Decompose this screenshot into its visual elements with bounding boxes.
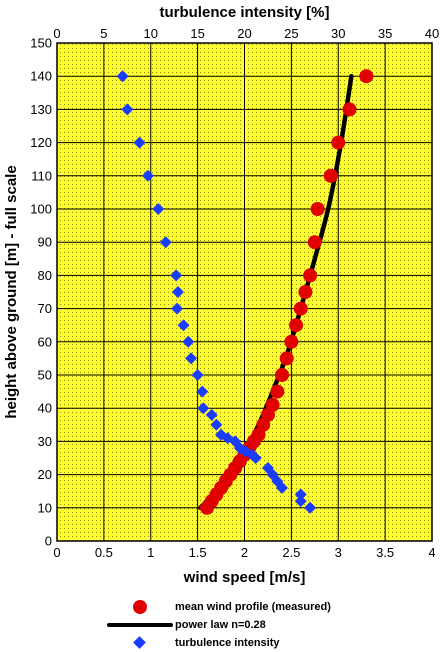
y-tick-label: 130 — [30, 102, 52, 117]
y-tick-label: 10 — [38, 500, 52, 515]
mean-wind-point — [275, 368, 289, 382]
top-tick-label: 20 — [237, 26, 251, 41]
turbulence-point — [121, 103, 134, 116]
turbulence-point — [210, 418, 223, 431]
turbulence-point — [182, 335, 195, 348]
x-tick-label: 4 — [428, 545, 435, 560]
y-tick-label: 90 — [38, 235, 52, 250]
mean-wind-point — [342, 102, 357, 117]
x-tick-label: 3.5 — [376, 545, 394, 560]
legend-item-mean-wind: mean wind profile (measured) — [125, 598, 425, 616]
turbulence-point — [133, 136, 146, 149]
top-tick-label: 30 — [331, 26, 345, 41]
top-tick-label: 25 — [284, 26, 298, 41]
mean-wind-point — [265, 397, 280, 412]
turbulence-point — [294, 488, 307, 501]
y-tick-label: 150 — [30, 36, 52, 51]
plot-frame — [56, 42, 433, 542]
y-tick-label: 0 — [45, 534, 52, 549]
mean-wind-point — [323, 168, 338, 183]
x-axis-title: wind speed [m/s] — [183, 569, 306, 586]
mean-wind-point — [303, 268, 318, 283]
turbulence-point — [159, 236, 172, 249]
top-tick-label: 15 — [190, 26, 204, 41]
turbulence-point — [171, 302, 183, 315]
mean-wind-point — [289, 318, 304, 333]
x-tick-label: 1.5 — [189, 545, 207, 560]
turbulence-point — [191, 369, 204, 381]
tick-labels: 0 0.5 1 1.5 2 2.5 3 3.5 40 5 10 15 20 25 30 35 400102030… — [30, 26, 439, 560]
top-tick-label: 40 — [425, 26, 439, 41]
turbulence-point — [116, 70, 129, 83]
y-tick-label: 40 — [38, 401, 52, 416]
legend-item-turbulence: turbulence intensity — [125, 634, 425, 652]
black-line-icon — [107, 616, 175, 634]
mean-wind-point — [331, 135, 346, 150]
y-tick-label: 30 — [38, 434, 52, 449]
turbulence-point — [152, 203, 165, 215]
turbulence-point — [294, 495, 307, 508]
turbulence-point — [197, 402, 210, 415]
turbulence-points-layer — [116, 70, 317, 514]
turbulence-point — [205, 408, 218, 421]
turbulence-point — [249, 452, 262, 464]
legend: mean wind profile (measured) power law n… — [107, 598, 425, 652]
y-tick-label: 70 — [38, 301, 52, 316]
y-tick-label: 50 — [38, 368, 52, 383]
turbulence-point — [171, 286, 184, 298]
top-tick-label: 10 — [144, 26, 158, 41]
legend-label-power-law: power law n=0.28 — [175, 619, 266, 631]
top-tick-label: 35 — [378, 26, 392, 41]
mean-wind-point — [359, 69, 374, 84]
y-tick-label: 20 — [38, 467, 52, 482]
mean-wind-point — [270, 384, 285, 399]
mean-wind-point — [284, 334, 299, 349]
mean-wind-points-layer — [200, 69, 374, 515]
mean-wind-point — [298, 285, 313, 299]
turbulence-point — [185, 352, 198, 365]
mean-wind-point — [307, 235, 322, 250]
turbulence-point — [141, 169, 154, 182]
y-tick-label: 110 — [31, 168, 52, 183]
top-axis-title: turbulence intensity [%] — [159, 4, 329, 21]
y-tick-label: 100 — [30, 202, 52, 217]
top-tick-label: 5 — [100, 26, 107, 41]
y-tick-label: 140 — [30, 69, 52, 84]
x-tick-label: 2 — [241, 545, 248, 560]
x-tick-label: 3 — [335, 545, 342, 560]
mean-wind-point — [279, 351, 294, 366]
x-tick-label: 2.5 — [282, 545, 300, 560]
legend-label-turbulence: turbulence intensity — [175, 637, 280, 649]
turbulence-point — [177, 319, 190, 332]
y-axis-title: height above ground [m] - full scale — [3, 165, 20, 418]
turbulence-point — [170, 269, 183, 282]
legend-item-power-law: power law n=0.28 — [107, 616, 425, 634]
turbulence-point — [196, 385, 209, 398]
y-tick-label: 80 — [38, 268, 52, 283]
x-tick-label: 1 — [147, 545, 154, 560]
blue-diamond-marker-icon — [125, 634, 175, 652]
y-tick-label: 60 — [38, 334, 52, 349]
mean-wind-point — [293, 301, 308, 316]
y-tick-label: 120 — [30, 135, 52, 150]
top-tick-label: 0 — [53, 26, 60, 41]
legend-label-mean-wind: mean wind profile (measured) — [175, 601, 331, 613]
x-tick-label: 0.5 — [95, 545, 113, 560]
x-tick-label: 0 — [53, 545, 60, 560]
turbulence-point — [304, 501, 317, 514]
mean-wind-point — [310, 202, 325, 216]
red-circle-marker-icon — [125, 598, 175, 616]
turbulence-point — [276, 481, 288, 494]
